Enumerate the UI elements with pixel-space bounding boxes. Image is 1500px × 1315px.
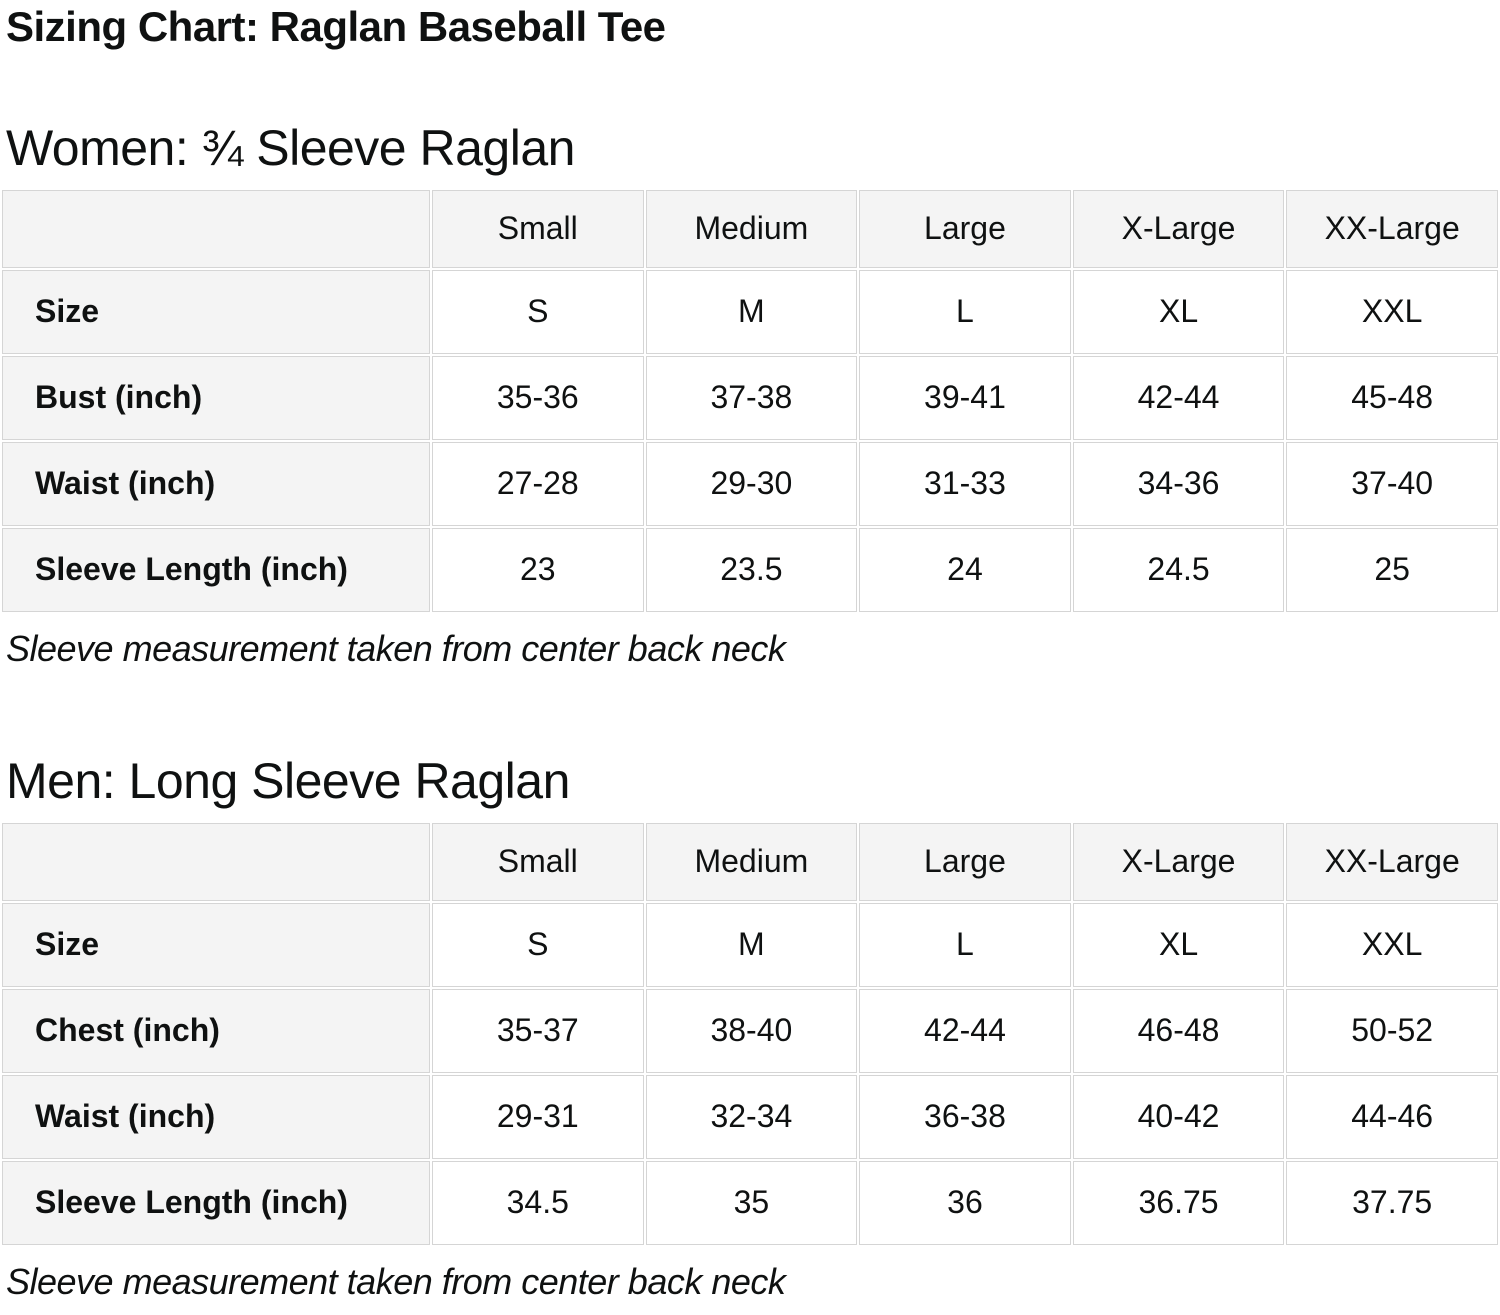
value-cell: 38-40	[645, 988, 858, 1073]
value-cell: 39-41	[859, 355, 1071, 440]
header-cell-medium: Medium	[645, 189, 858, 268]
value-cell: 42-44	[859, 988, 1071, 1073]
page-title: Sizing Chart: Raglan Baseball Tee	[6, 3, 666, 50]
value-cell: 36.75	[1072, 1160, 1285, 1245]
section-title-men: Men: Long Sleeve Raglan	[6, 753, 570, 810]
value-cell: M	[645, 902, 858, 987]
header-cell-empty	[2, 189, 430, 268]
row-label: Size	[2, 902, 430, 987]
men-header-row: Small Medium Large X-Large XX-Large	[2, 822, 1498, 901]
men-row-sleeve: Sleeve Length (inch) 34.5 35 36 36.75 37…	[2, 1160, 1498, 1245]
value-cell: S	[431, 269, 644, 354]
sleeve-measurement-note: Sleeve measurement taken from center bac…	[6, 627, 786, 669]
header-cell-large: Large	[859, 189, 1071, 268]
row-label: Bust (inch)	[2, 355, 430, 440]
value-cell: XL	[1072, 269, 1285, 354]
row-label: Waist (inch)	[2, 441, 430, 526]
header-cell-small: Small	[431, 189, 644, 268]
value-cell: 29-31	[431, 1074, 644, 1159]
value-cell: 31-33	[859, 441, 1071, 526]
header-cell-xxlarge: XX-Large	[1286, 189, 1498, 268]
value-cell: 23.5	[645, 527, 858, 612]
women-row-bust: Bust (inch) 35-36 37-38 39-41 42-44 45-4…	[2, 355, 1498, 440]
header-cell-medium: Medium	[645, 822, 858, 901]
value-cell: L	[859, 902, 1071, 987]
women-row-sleeve: Sleeve Length (inch) 23 23.5 24 24.5 25	[2, 527, 1498, 612]
value-cell: XL	[1072, 902, 1285, 987]
men-size-table: Small Medium Large X-Large XX-Large Size…	[0, 821, 1500, 1247]
value-cell: 23	[431, 527, 644, 612]
header-cell-small: Small	[431, 822, 644, 901]
women-row-size: Size S M L XL XXL	[2, 269, 1498, 354]
row-label: Sleeve Length (inch)	[2, 527, 430, 612]
men-row-chest: Chest (inch) 35-37 38-40 42-44 46-48 50-…	[2, 988, 1498, 1073]
sleeve-measurement-note: Sleeve measurement taken from center bac…	[6, 1260, 786, 1302]
row-label: Waist (inch)	[2, 1074, 430, 1159]
women-size-table: Small Medium Large X-Large XX-Large Size…	[0, 188, 1500, 614]
value-cell: L	[859, 269, 1071, 354]
header-cell-empty	[2, 822, 430, 901]
men-row-size: Size S M L XL XXL	[2, 902, 1498, 987]
value-cell: M	[645, 269, 858, 354]
value-cell: 24	[859, 527, 1071, 612]
value-cell: XXL	[1286, 902, 1498, 987]
row-label: Sleeve Length (inch)	[2, 1160, 430, 1245]
value-cell: 40-42	[1072, 1074, 1285, 1159]
value-cell: 42-44	[1072, 355, 1285, 440]
header-cell-large: Large	[859, 822, 1071, 901]
header-cell-xlarge: X-Large	[1072, 822, 1285, 901]
value-cell: 45-48	[1286, 355, 1498, 440]
value-cell: 34-36	[1072, 441, 1285, 526]
value-cell: 46-48	[1072, 988, 1285, 1073]
value-cell: 27-28	[431, 441, 644, 526]
row-label: Size	[2, 269, 430, 354]
value-cell: 37-40	[1286, 441, 1498, 526]
women-row-waist: Waist (inch) 27-28 29-30 31-33 34-36 37-…	[2, 441, 1498, 526]
men-row-waist: Waist (inch) 29-31 32-34 36-38 40-42 44-…	[2, 1074, 1498, 1159]
section-title-women: Women: ¾ Sleeve Raglan	[6, 120, 575, 177]
value-cell: 35	[645, 1160, 858, 1245]
value-cell: 35-36	[431, 355, 644, 440]
value-cell: S	[431, 902, 644, 987]
value-cell: 37-38	[645, 355, 858, 440]
value-cell: 50-52	[1286, 988, 1498, 1073]
women-header-row: Small Medium Large X-Large XX-Large	[2, 189, 1498, 268]
value-cell: 32-34	[645, 1074, 858, 1159]
value-cell: 29-30	[645, 441, 858, 526]
section-men: Men: Long Sleeve Raglan Small Medium Lar…	[0, 755, 1500, 1302]
value-cell: 25	[1286, 527, 1498, 612]
value-cell: 36-38	[859, 1074, 1071, 1159]
value-cell: 34.5	[431, 1160, 644, 1245]
section-women: Women: ¾ Sleeve Raglan Small Medium Larg…	[0, 122, 1500, 669]
header-cell-xlarge: X-Large	[1072, 189, 1285, 268]
value-cell: 24.5	[1072, 527, 1285, 612]
header-cell-xxlarge: XX-Large	[1286, 822, 1498, 901]
value-cell: 36	[859, 1160, 1071, 1245]
row-label: Chest (inch)	[2, 988, 430, 1073]
value-cell: 35-37	[431, 988, 644, 1073]
value-cell: 44-46	[1286, 1074, 1498, 1159]
value-cell: XXL	[1286, 269, 1498, 354]
value-cell: 37.75	[1286, 1160, 1498, 1245]
